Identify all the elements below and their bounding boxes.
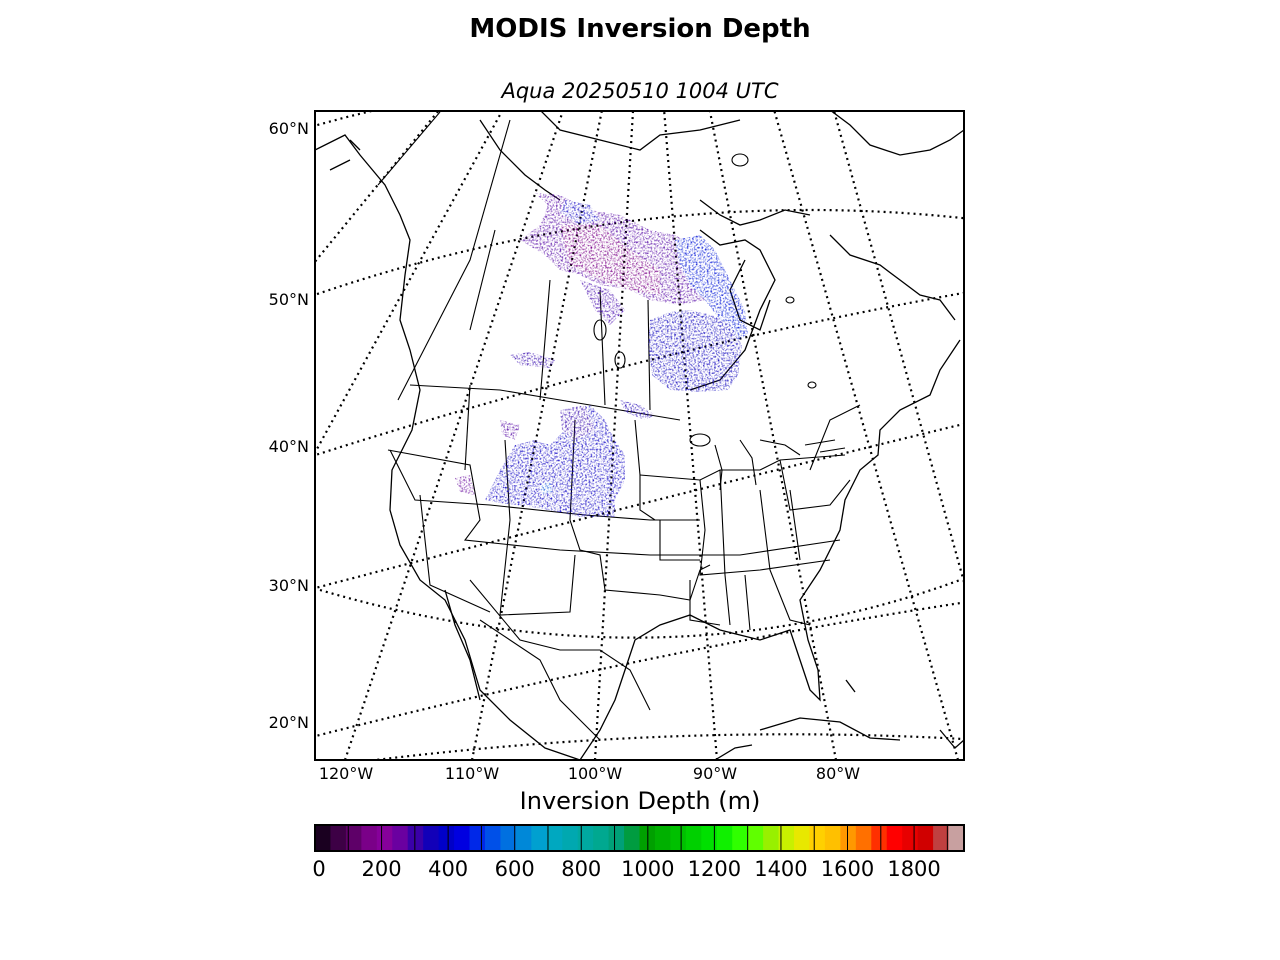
map-area	[315, 111, 964, 760]
colorbar	[315, 825, 965, 851]
colorbar-segment	[763, 825, 780, 851]
colorbar-frame	[314, 824, 965, 852]
colorbar-segment	[886, 825, 903, 851]
colorbar-segment	[330, 825, 347, 851]
colorbar-segment	[778, 825, 795, 851]
colorbar-segment	[454, 825, 471, 851]
colorbar-segment	[484, 825, 502, 851]
colorbar-segment	[593, 825, 610, 851]
state-borders	[377, 111, 861, 741]
map-frame	[314, 110, 965, 761]
colorbar-segment	[824, 825, 841, 851]
colorbar-segment	[624, 825, 641, 851]
colorbar-segment	[701, 825, 718, 851]
colorbar-segment	[577, 825, 594, 851]
colorbar-tick-label: 400	[428, 857, 469, 881]
colorbar-segment	[917, 825, 934, 851]
colorbar-segment	[438, 825, 455, 851]
colorbar-segment	[871, 825, 888, 851]
colorbar-segment	[546, 825, 563, 851]
colorbar-segment	[794, 825, 811, 851]
colorbar-tick-label: 800	[561, 857, 602, 881]
colorbar-segment	[608, 825, 625, 851]
colorbar-segment	[392, 825, 409, 851]
lat-label-40: 40°N	[268, 437, 309, 456]
colorbar-segment	[531, 825, 548, 851]
colorbar-segment	[376, 825, 393, 851]
lat-label-60: 60°N	[268, 119, 309, 138]
chart-title: MODIS Inversion Depth	[469, 14, 811, 44]
colorbar-tick-label: 200	[361, 857, 402, 881]
inversion-data-layer	[455, 193, 748, 517]
colorbar-tick-label: 600	[494, 857, 535, 881]
meridian-lines	[315, 111, 964, 760]
colorbar-segment	[747, 825, 764, 851]
lon-label-100: 100°W	[567, 764, 623, 783]
colorbar-segment	[515, 825, 532, 851]
chart-subtitle: Aqua 20250510 1004 UTC	[501, 79, 779, 103]
colorbar-tick-label: 0	[312, 857, 326, 881]
colorbar-segment	[361, 825, 378, 851]
colorbar-segment	[840, 825, 857, 851]
colorbar-tick-label: 1600	[820, 857, 875, 881]
colorbar-segment	[948, 825, 965, 851]
colorbar-segment	[407, 825, 424, 851]
colorbar-segment	[732, 825, 749, 851]
colorbar-segment	[670, 825, 687, 851]
lon-label-90: 90°W	[692, 764, 738, 783]
colorbar-segment	[902, 825, 919, 851]
colorbar-segment	[500, 825, 517, 851]
colorbar-tick-label: 1800	[887, 857, 941, 881]
colorbar-segment	[469, 825, 486, 851]
colorbar-segment	[933, 825, 950, 851]
lon-label-120: 120°W	[318, 764, 374, 783]
colorbar-tick-label: 1000	[621, 857, 675, 881]
lon-label-110: 110°W	[444, 764, 500, 783]
colorbar-segment	[423, 825, 440, 851]
lat-label-20: 20°N	[268, 713, 309, 732]
lon-label-80: 80°W	[815, 764, 861, 783]
colorbar-title: Inversion Depth (m)	[519, 787, 761, 815]
lat-label-50: 50°N	[268, 290, 309, 309]
lakes	[593, 153, 846, 491]
colorbar-segment	[685, 825, 702, 851]
latitude-lines	[315, 111, 964, 760]
colorbar-tick-label: 1400	[754, 857, 808, 881]
colorbar-tick-label: 1200	[687, 857, 742, 881]
colorbar-segment	[716, 825, 733, 851]
colorbar-segment	[654, 825, 671, 851]
colorbar-segment	[562, 825, 579, 851]
colorbar-segment	[855, 825, 872, 851]
colorbar-segment	[809, 825, 826, 851]
colorbar-segment	[345, 825, 362, 851]
lat-label-30: 30°N	[268, 576, 309, 595]
colorbar-segment	[315, 825, 332, 851]
